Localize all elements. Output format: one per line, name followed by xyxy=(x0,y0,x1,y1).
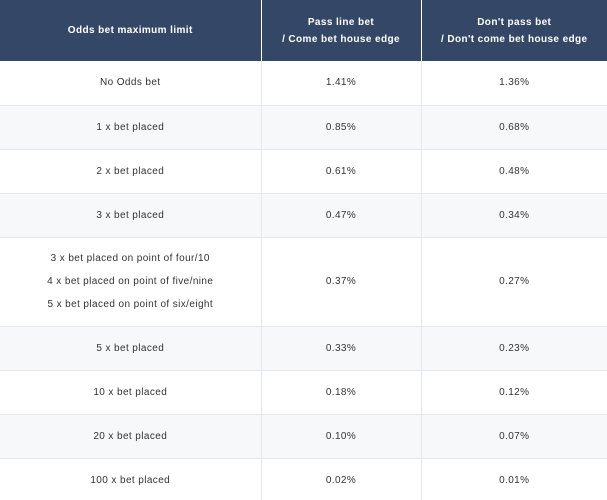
odds-limit-text: 5 x bet placed xyxy=(96,342,165,354)
table-row: 3 x bet placed 0.47% 0.34% xyxy=(0,193,607,238)
table-body: No Odds bet 1.41% 1.36% 1 x bet placed 0… xyxy=(0,61,607,500)
header-odds-limit: Odds bet maximum limit xyxy=(0,0,262,61)
pass-line-edge-cell: 0.33% xyxy=(261,326,422,371)
odds-limit-text: No Odds bet xyxy=(99,77,161,89)
table-row: 10 x bet placed 0.18% 0.12% xyxy=(0,370,607,415)
header-dont-pass-text: Don't pass bet xyxy=(477,16,552,28)
table-header: Odds bet maximum limit Pass line bet / C… xyxy=(0,0,607,61)
table-row: 3 x bet placed on point of four/10 4 x b… xyxy=(0,237,607,327)
header-pass-line: Pass line bet / Come bet house edge xyxy=(261,0,422,61)
table-row: 100 x bet placed 0.02% 0.01% xyxy=(0,458,607,500)
dont-pass-edge-cell: 0.12% xyxy=(421,370,607,415)
header-dont-pass: Don't pass bet / Don't come bet house ed… xyxy=(421,0,607,61)
odds-limit-cell: 3 x bet placed on point of four/10 4 x b… xyxy=(0,237,262,327)
header-odds-limit-text: Odds bet maximum limit xyxy=(67,25,193,36)
dont-pass-edge-cell: 0.27% xyxy=(421,237,607,327)
odds-limit-cell: 2 x bet placed xyxy=(0,149,262,194)
odds-limit-cell: 5 x bet placed xyxy=(0,326,262,371)
dont-pass-edge-cell: 0.07% xyxy=(421,414,607,459)
pass-line-edge-cell: 0.85% xyxy=(261,105,422,150)
odds-limit-cell: 100 x bet placed xyxy=(0,458,262,500)
odds-limit-cell: 1 x bet placed xyxy=(0,105,262,150)
table-row: No Odds bet 1.41% 1.36% xyxy=(0,61,607,106)
dont-pass-edge-cell: 0.34% xyxy=(421,193,607,238)
pass-line-edge-cell: 0.61% xyxy=(261,149,422,194)
pass-line-edge-cell: 0.10% xyxy=(261,414,422,459)
odds-limit-cell: 3 x bet placed xyxy=(0,193,262,238)
pass-line-edge-cell: 0.18% xyxy=(261,370,422,415)
odds-limit-text: 2 x bet placed xyxy=(96,165,165,177)
odds-limit-text: 3 x bet placed on point of four/10 xyxy=(50,253,210,264)
pass-line-edge-cell: 1.41% xyxy=(261,61,422,106)
table-row: 2 x bet placed 0.61% 0.48% xyxy=(0,149,607,194)
pass-line-edge-cell: 0.37% xyxy=(261,237,422,327)
odds-limit-text: 1 x bet placed xyxy=(96,121,165,133)
odds-limit-text: 5 x bet placed on point of six/eight xyxy=(47,299,214,310)
odds-limit-text: 20 x bet placed xyxy=(93,430,168,442)
odds-limit-text: 4 x bet placed on point of five/nine xyxy=(47,276,214,287)
dont-pass-edge-cell: 0.01% xyxy=(421,458,607,500)
odds-limit-text: 3 x bet placed xyxy=(96,209,165,221)
dont-pass-edge-cell: 0.48% xyxy=(421,149,607,194)
header-dont-pass-text: / Don't come bet house edge xyxy=(440,33,588,45)
dont-pass-edge-cell: 0.68% xyxy=(421,105,607,150)
odds-limit-cell: No Odds bet xyxy=(0,61,262,106)
table-row: 5 x bet placed 0.33% 0.23% xyxy=(0,326,607,371)
odds-limit-cell: 20 x bet placed xyxy=(0,414,262,459)
dont-pass-edge-cell: 1.36% xyxy=(421,61,607,106)
table-row: 20 x bet placed 0.10% 0.07% xyxy=(0,414,607,459)
odds-limit-text: 100 x bet placed xyxy=(90,474,171,486)
table-row: 1 x bet placed 0.85% 0.68% xyxy=(0,105,607,150)
pass-line-edge-cell: 0.02% xyxy=(261,458,422,500)
header-row: Odds bet maximum limit Pass line bet / C… xyxy=(0,0,607,61)
odds-limit-cell: 10 x bet placed xyxy=(0,370,262,415)
header-pass-line-text: / Come bet house edge xyxy=(282,33,400,45)
odds-limit-text: 10 x bet placed xyxy=(93,386,168,398)
pass-line-edge-cell: 0.47% xyxy=(261,193,422,238)
header-pass-line-text: Pass line bet xyxy=(307,16,375,28)
dont-pass-edge-cell: 0.23% xyxy=(421,326,607,371)
